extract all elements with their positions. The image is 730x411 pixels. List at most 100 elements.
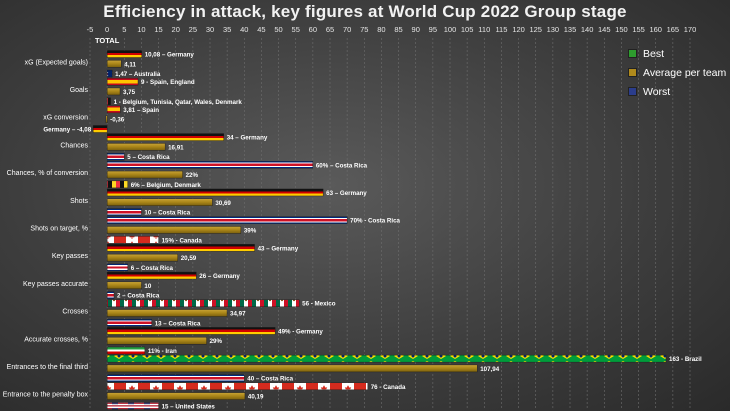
x-tick-label: 10 (137, 25, 145, 34)
bar-worst (106, 97, 111, 105)
bar-worst (106, 69, 113, 78)
x-tick-label: 125 (529, 25, 542, 34)
x-tick-label: 145 (598, 25, 611, 34)
bar-best (106, 271, 197, 280)
x-tick-label: 20 (172, 25, 180, 34)
legend: Best Average per team Worst (628, 44, 726, 101)
bar-average (106, 281, 142, 290)
legend-swatch (628, 87, 637, 96)
x-tick-label: 25 (189, 25, 197, 34)
category-label: xG conversion (43, 115, 88, 122)
bar-best (106, 299, 300, 307)
x-tick-label: 50 (274, 25, 282, 34)
data-label-worst: 6% – Belgium, Denmark (131, 182, 202, 189)
chart-title: Efficiency in attack, key figures at Wor… (103, 2, 627, 21)
data-label-worst: Germany – -4,08 (43, 126, 91, 133)
x-tick-label: 40 (240, 25, 248, 34)
bar-worst (106, 291, 115, 299)
legend-item: Average per team (628, 63, 726, 82)
bar-best (106, 244, 255, 252)
data-label-best: 56 - Mexico (302, 301, 336, 308)
x-tick-label: 30 (206, 25, 214, 34)
bar-average (106, 364, 478, 373)
category-label: Shots (70, 198, 88, 205)
x-tick-label: 160 (649, 25, 662, 34)
x-tick-label: 85 (394, 25, 402, 34)
data-label-average: 3,75 (123, 89, 136, 96)
data-label-average: 4,11 (124, 61, 136, 68)
data-label-best: 9 - Spain, England (141, 79, 195, 86)
data-label-average: -0,36 (110, 117, 125, 124)
x-tick-label: 60 (309, 25, 317, 34)
legend-label: Average per team (643, 66, 727, 79)
bar-worst (106, 346, 146, 355)
category-label: Goals (70, 87, 89, 94)
category-label: Shots on target, % (30, 226, 88, 233)
bar-average (106, 60, 122, 68)
x-tick-label: 110 (478, 25, 490, 34)
bar-best (106, 382, 368, 391)
data-label-best: 163 - Brazil (669, 356, 702, 363)
x-tick-label: 165 (667, 25, 680, 34)
legend-swatch (628, 68, 637, 77)
data-label-best: 26 – Germany (199, 273, 240, 280)
bar-best (106, 354, 667, 363)
bar-average (106, 253, 178, 262)
data-label-worst: 6 – Costa Rica (131, 265, 174, 272)
data-label-average: 29% (210, 338, 223, 345)
category-label: Accurate crosses, % (24, 336, 88, 343)
category-label: Chances (60, 142, 88, 149)
bar-best (106, 216, 348, 224)
bar-best (106, 105, 121, 114)
category-label: Key passes accurate (23, 281, 88, 288)
bar-average (105, 115, 108, 123)
category-label: Crosses (62, 309, 88, 316)
x-tick-label: 0 (105, 25, 109, 34)
x-tick-label: 55 (292, 25, 300, 34)
data-label-average: 20,59 (181, 255, 197, 262)
data-label-average: 39% (244, 227, 257, 234)
data-label-worst: 2 – Costa Rica (117, 293, 160, 300)
x-tick-label: -5 (87, 25, 94, 34)
bar-worst (106, 374, 245, 382)
bar-worst (92, 125, 108, 133)
x-tick-label: 115 (495, 25, 507, 34)
data-label-worst: 1 - Belgium, Tunisia, Qatar, Wales, Denm… (114, 99, 243, 106)
data-label-worst: 5 – Costa Rica (127, 154, 170, 161)
data-label-best: 60% – Costa Rica (316, 162, 368, 169)
x-tick-label: 170 (684, 25, 697, 34)
data-label-worst: 10 – Costa Rica (144, 210, 190, 217)
bar-average (106, 170, 183, 179)
x-tick-label: 45 (257, 25, 265, 34)
data-label-average: 107,94 (480, 366, 499, 373)
bar-worst (106, 152, 125, 161)
category-label: Key passes (52, 253, 89, 260)
data-label-worst: 40 – Costa Rica (247, 376, 293, 383)
data-label-best: 10,08 – Germany (145, 52, 195, 59)
x-tick-label: 75 (360, 25, 368, 34)
legend-swatch (628, 49, 637, 58)
bar-average (106, 87, 121, 96)
data-label-best: 49% - Germany (278, 328, 323, 335)
bar-average (106, 392, 246, 400)
data-label-average: 16,91 (168, 144, 184, 151)
category-label: Entrance to the penalty box (3, 392, 89, 399)
data-label-average: 22% (186, 172, 199, 179)
x-tick-label: 135 (564, 25, 577, 34)
bar-best (106, 327, 276, 335)
x-tick-label: 90 (412, 25, 420, 34)
data-label-best: 3,81 – Spain (123, 107, 159, 114)
bar-average (106, 337, 207, 345)
bar-best (106, 77, 139, 86)
bar-worst (106, 319, 152, 327)
legend-item: Worst (628, 82, 726, 101)
data-label-average: 10 (144, 283, 151, 290)
x-tick-label: 65 (326, 25, 334, 34)
data-label-best: 43 – Germany (258, 245, 299, 252)
x-tick-label: 130 (547, 25, 560, 34)
bar-worst (106, 208, 142, 216)
x-tick-label: 5 (122, 25, 126, 34)
x-tick-label: 35 (223, 25, 231, 34)
data-label-worst: 15% - Canada (162, 237, 203, 244)
